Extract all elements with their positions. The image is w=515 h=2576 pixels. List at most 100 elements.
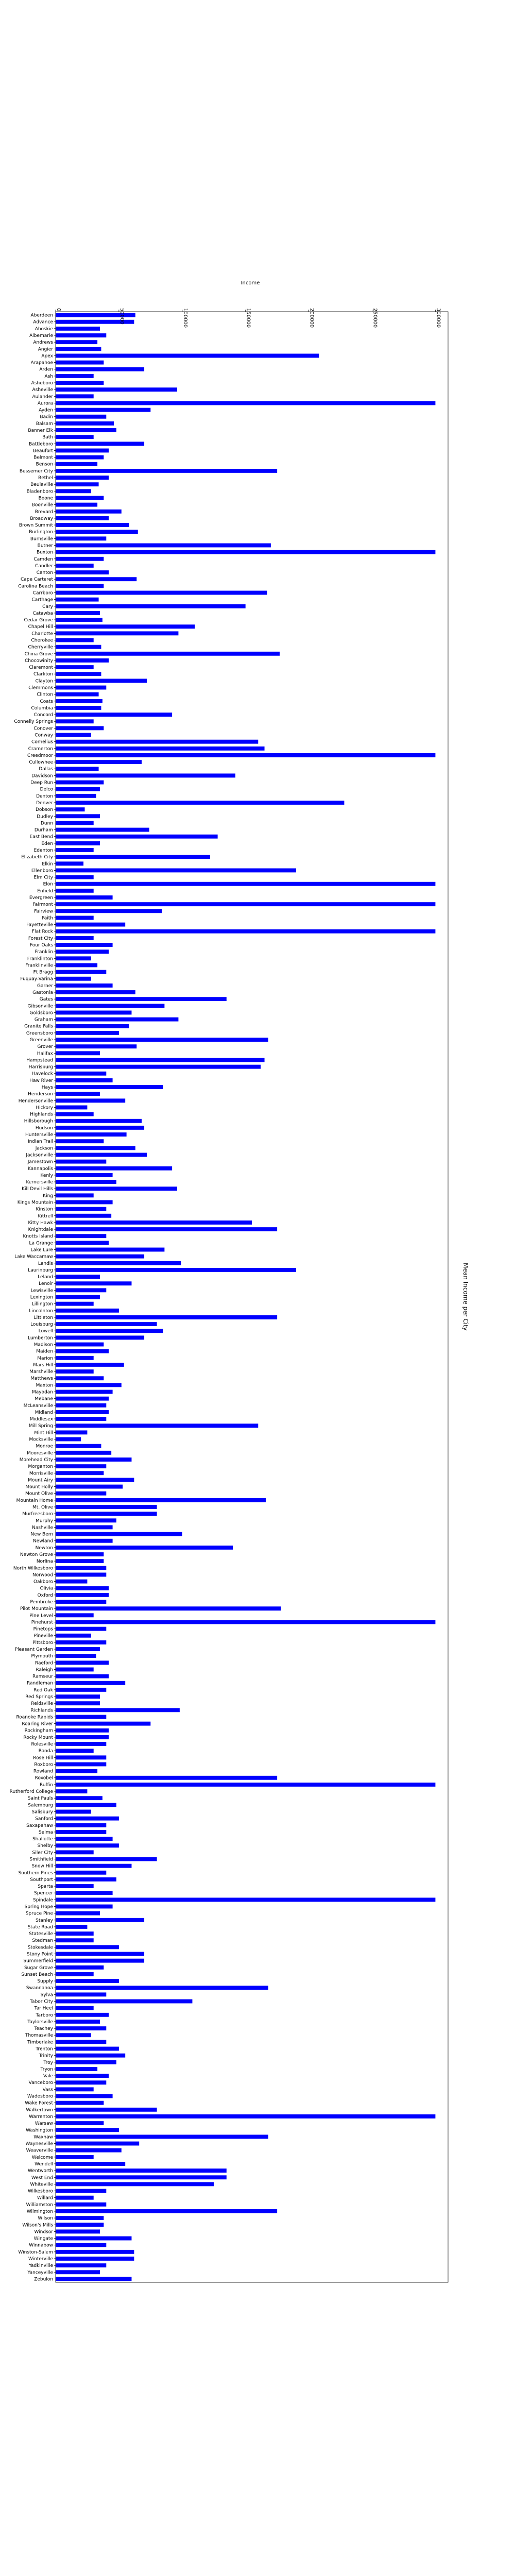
bar <box>56 1220 252 1225</box>
y-tick-label: Selma <box>39 1830 53 1835</box>
y-tick-label: Angier <box>38 347 54 352</box>
bar <box>56 1173 113 1177</box>
bar <box>56 1417 107 1421</box>
bar <box>56 706 101 710</box>
y-tick-label: Cary <box>42 604 53 609</box>
y-tick-label: Coats <box>40 699 53 704</box>
y-tick-label: Lillington <box>32 1302 53 1307</box>
y-tick-label: Troy <box>43 2060 53 2065</box>
bar <box>56 2270 100 2275</box>
y-tick-label: Swannanoa <box>26 1986 53 1991</box>
bar <box>56 936 94 940</box>
y-tick-label: Denton <box>36 794 53 799</box>
chart-title: Mean Income per City <box>462 1263 469 1331</box>
bar <box>56 1708 180 1713</box>
y-tick-label: Elm City <box>34 875 54 880</box>
y-tick-label: Stony Point <box>27 1952 53 1957</box>
y-tick-label: Advance <box>33 320 53 325</box>
bar <box>56 455 104 460</box>
bar <box>56 2134 268 2139</box>
bar <box>56 1749 94 1753</box>
y-tick-label: Rockingham <box>25 1728 53 1734</box>
y-tick-label: Pleasant Garden <box>15 1647 53 1652</box>
y-tick-label: Randleman <box>27 1681 53 1686</box>
bar <box>56 556 104 561</box>
y-tick-label: Granite Falls <box>24 1024 53 1029</box>
bar <box>56 1139 104 1144</box>
bar <box>56 2020 100 2024</box>
bar <box>56 597 99 602</box>
y-tick-label: Richlands <box>30 1708 53 1713</box>
y-tick-label: Huntersville <box>25 1132 53 1138</box>
bar <box>56 2040 107 2044</box>
y-tick-label: Wilson <box>38 2216 53 2221</box>
y-tick-label: Harrisburg <box>29 1065 53 1070</box>
bar <box>56 442 145 446</box>
bar <box>56 408 151 412</box>
bar <box>56 1986 268 1990</box>
bar <box>56 496 104 500</box>
bar <box>56 360 104 365</box>
bar <box>56 956 91 961</box>
bar <box>56 1369 94 1374</box>
y-tick-label: Forest City <box>28 936 54 941</box>
bar <box>56 1674 109 1679</box>
bar <box>56 726 104 731</box>
bar <box>56 1559 104 1564</box>
bar <box>56 353 319 358</box>
x-tick-label: 50000 <box>119 308 125 325</box>
bar <box>56 1837 113 1841</box>
bar <box>56 1769 98 1773</box>
bar <box>56 902 436 907</box>
bar <box>56 1105 88 1110</box>
y-tick-label: Bethel <box>38 476 53 481</box>
bar <box>56 502 98 507</box>
y-tick-label: Clayton <box>36 679 53 684</box>
bar <box>56 1667 94 1672</box>
y-tick-label: Thomasville <box>25 2033 54 2038</box>
y-tick-label: Bessemer City <box>20 469 54 474</box>
bar <box>56 1532 182 1536</box>
y-tick-label: Vanceboro <box>29 2080 54 2086</box>
bar <box>56 1654 96 1658</box>
bar <box>56 1396 109 1401</box>
bar <box>56 1735 109 1739</box>
y-tick-label: Mocksville <box>29 1437 54 1443</box>
y-tick-label: Maxton <box>36 1383 53 1388</box>
bar <box>56 1762 107 1767</box>
bar <box>56 550 436 554</box>
y-tick-label: Apex <box>41 353 53 359</box>
bar <box>56 2243 107 2247</box>
y-tick-label: Louisburg <box>30 1322 53 1327</box>
y-tick-label: Washington <box>26 2128 53 2133</box>
bar <box>56 1850 94 1855</box>
bar <box>56 1823 107 1827</box>
y-tick-label: Rolesville <box>31 1742 54 1747</box>
y-tick-label: Winterville <box>28 2257 53 2262</box>
bar <box>56 577 137 582</box>
y-tick-label: Middlesex <box>30 1417 54 1422</box>
y-tick-label: Banner Elk <box>28 428 53 433</box>
y-tick-label: Stanley <box>36 1918 53 1923</box>
y-tick-label: Warrenton <box>29 2114 53 2120</box>
bar <box>56 1538 113 1543</box>
bar <box>56 2168 227 2173</box>
plot-frame <box>55 311 449 2283</box>
bar <box>56 855 210 859</box>
y-tick-label: Southport <box>30 1877 53 1883</box>
bar <box>56 645 101 649</box>
y-tick-label: Dudley <box>37 814 53 819</box>
y-tick-label: Mars Hill <box>33 1363 53 1368</box>
bar <box>56 1349 109 1353</box>
bar <box>56 1633 91 1638</box>
y-tick-label: Wentworth <box>28 2168 53 2174</box>
bar <box>56 2195 94 2200</box>
bar <box>56 1647 100 1651</box>
y-tick-label: Hampstead <box>26 1058 53 1063</box>
y-tick-label: Ruffin <box>40 1783 53 1788</box>
y-tick-label: China Grove <box>25 652 54 657</box>
y-tick-label: Hudson <box>36 1126 53 1131</box>
bar <box>56 1857 157 1861</box>
bar <box>56 428 116 432</box>
bar <box>56 1789 88 1793</box>
